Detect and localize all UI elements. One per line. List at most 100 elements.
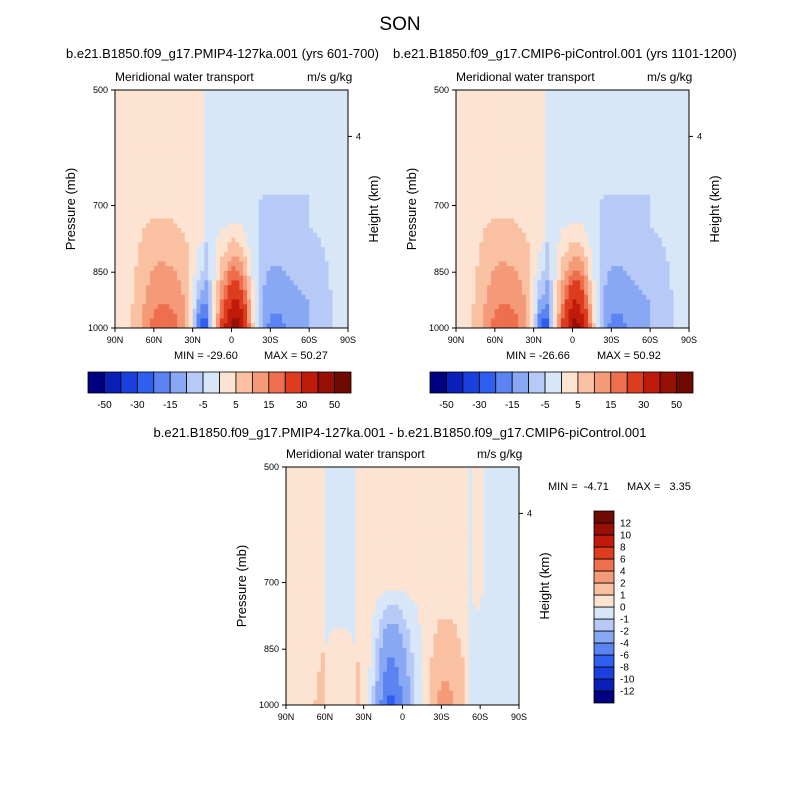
field-cell <box>603 199 608 205</box>
field-cell <box>188 189 194 196</box>
field-cell <box>188 132 194 138</box>
field-cell <box>149 104 155 110</box>
field-cell <box>591 228 597 234</box>
field-cell <box>293 270 298 277</box>
field-cell <box>599 137 604 143</box>
field-cell <box>281 113 287 119</box>
field-cell <box>215 218 221 224</box>
field-cell <box>157 266 162 272</box>
field-cell <box>459 137 465 143</box>
field-cell <box>332 180 337 186</box>
field-cell <box>134 266 139 272</box>
field-cell <box>266 294 271 300</box>
field-cell <box>332 90 337 96</box>
field-cell <box>553 294 558 300</box>
field-cell <box>522 123 527 129</box>
field-cell <box>560 151 566 158</box>
field-cell <box>549 185 554 191</box>
field-cell <box>204 275 209 281</box>
field-cell <box>588 204 593 210</box>
field-cell <box>518 142 523 148</box>
field-cell <box>456 90 461 96</box>
field-cell <box>122 109 128 115</box>
field-cell <box>568 251 573 257</box>
field-cell <box>212 304 217 310</box>
field-cell <box>149 99 155 105</box>
field-cell <box>320 151 326 158</box>
field-cell <box>344 323 349 329</box>
field-cell <box>281 237 287 243</box>
field-cell <box>266 151 271 158</box>
field-cell <box>340 318 345 324</box>
field-cell <box>161 289 166 296</box>
field-cell <box>192 99 197 105</box>
field-cell <box>231 194 236 200</box>
field-cell <box>161 180 166 186</box>
field-cell <box>149 294 155 300</box>
field-cell <box>529 270 535 277</box>
field-cell <box>126 132 131 138</box>
field-cell <box>177 113 182 119</box>
field-cell <box>138 132 143 138</box>
panel-1-max-label: MAX = 50.27 <box>264 350 328 362</box>
field-cell <box>153 313 159 319</box>
field-cell <box>490 161 496 167</box>
field-cell <box>514 137 519 143</box>
field-cell <box>471 204 476 210</box>
field-cell <box>247 142 252 148</box>
panel-2-right-label: m/s g/kg <box>647 70 693 84</box>
field-cell <box>173 189 178 196</box>
field-cell <box>456 237 461 243</box>
field-cell <box>118 189 124 196</box>
field-cell <box>118 304 124 310</box>
field-cell <box>599 175 604 181</box>
field-cell <box>479 261 484 267</box>
field-cell <box>595 113 601 119</box>
field-cell <box>545 318 550 324</box>
field-cell <box>161 299 166 305</box>
field-cell <box>305 218 310 224</box>
field-cell <box>545 94 550 100</box>
field-cell <box>247 213 252 219</box>
field-cell <box>541 175 546 181</box>
field-cell <box>595 161 601 167</box>
field-cell <box>297 156 302 162</box>
field-cell <box>215 118 221 124</box>
field-cell <box>313 308 318 315</box>
field-cell <box>514 151 519 158</box>
field-cell <box>192 118 197 124</box>
field-cell <box>603 213 608 219</box>
field-cell <box>293 323 298 329</box>
field-cell <box>215 194 221 200</box>
field-cell <box>328 308 333 315</box>
field-cell <box>177 318 182 324</box>
field-cell <box>192 175 197 181</box>
field-cell <box>243 189 248 196</box>
field-cell <box>336 266 341 272</box>
field-cell <box>483 218 488 224</box>
field-cell <box>130 118 135 124</box>
field-cell <box>169 128 174 134</box>
field-cell <box>188 218 194 224</box>
field-cell <box>208 275 213 281</box>
field-cell <box>490 213 496 219</box>
field-cell <box>153 118 159 124</box>
field-cell <box>212 318 217 324</box>
field-cell <box>126 304 131 310</box>
field-cell <box>340 228 345 234</box>
field-cell <box>328 199 333 205</box>
field-cell <box>305 228 310 234</box>
field-cell <box>514 199 519 205</box>
field-cell <box>196 308 201 315</box>
field-cell <box>153 94 159 100</box>
field-cell <box>149 266 155 272</box>
field-cell <box>556 318 562 324</box>
field-cell <box>510 232 515 238</box>
field-cell <box>161 304 166 310</box>
field-cell <box>239 161 244 167</box>
y-tick-label: 700 <box>93 201 108 211</box>
field-cell <box>336 166 341 172</box>
field-cell <box>545 194 550 200</box>
field-cell <box>247 261 252 267</box>
field-cell <box>235 199 240 205</box>
